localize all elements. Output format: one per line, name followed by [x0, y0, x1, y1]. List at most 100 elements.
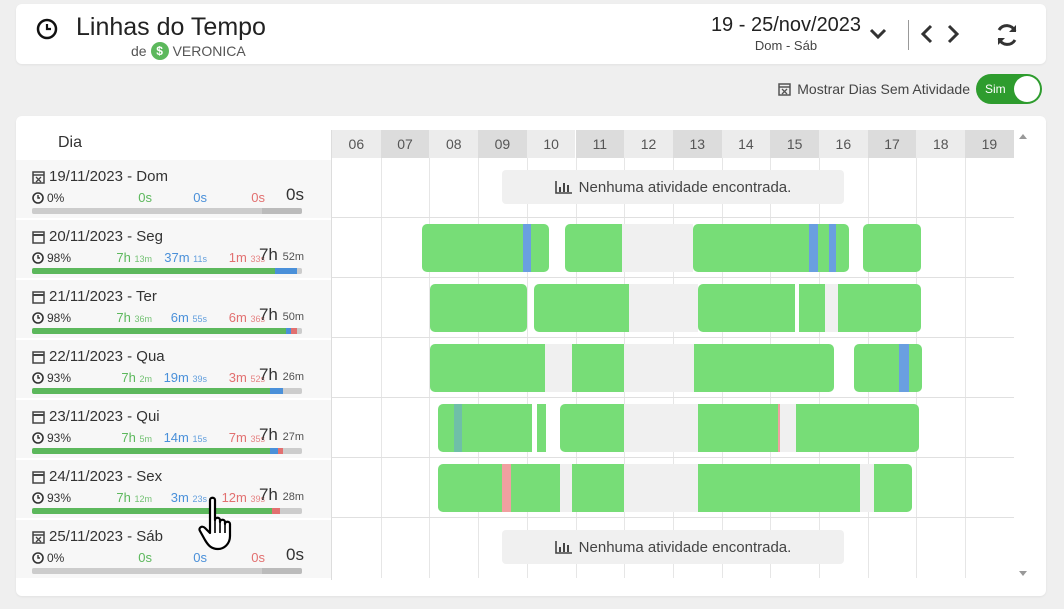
day-date: 25/11/2023 - Sáb: [32, 528, 163, 545]
day-stats: 93% 7h 5m 14m 15s 7m 35s 7h 27m: [32, 425, 304, 446]
activity-segment[interactable]: [621, 224, 694, 272]
activity-segment[interactable]: [693, 224, 810, 272]
toggle-state-label: Sim: [985, 82, 1006, 96]
day-progress-bar: [32, 388, 302, 394]
productivity-percent: 98%: [32, 311, 71, 325]
productive-value: 7h: [116, 310, 131, 325]
scroll-down-arrow[interactable]: [1019, 571, 1027, 576]
activity-segment[interactable]: [422, 224, 523, 272]
activity-segment[interactable]: [571, 464, 625, 512]
scroll-up-arrow[interactable]: [1019, 134, 1027, 139]
day-row[interactable]: 24/11/2023 - Sex 93% 7h 12m 3m 23s 12m 39s 7h…: [16, 458, 331, 518]
day-row[interactable]: 23/11/2023 - Qui 93% 7h 5m 14m 15s 7m 35s 7h …: [16, 398, 331, 458]
calendar-icon: [32, 350, 45, 364]
progress-fill: [32, 568, 262, 574]
chevron-right-icon[interactable]: [946, 24, 960, 44]
hour-header: 07: [380, 130, 430, 158]
activity-segment[interactable]: [624, 344, 695, 392]
activity-segment[interactable]: [534, 284, 630, 332]
activity-segment[interactable]: [837, 284, 922, 332]
total-value: 7h: [258, 485, 278, 504]
activity-segment[interactable]: [559, 404, 625, 452]
activity-segment[interactable]: [860, 464, 874, 512]
activity-segment[interactable]: [564, 224, 622, 272]
activity-segment[interactable]: [438, 464, 503, 512]
progress-fill: [32, 268, 275, 274]
activity-segment[interactable]: [511, 464, 560, 512]
day-row[interactable]: 21/11/2023 - Ter 98% 7h 36m 6m 55s 6m 36s 7h …: [16, 278, 331, 338]
subtitle-user[interactable]: VERONICA: [172, 43, 246, 59]
unproductive-time: 7m 35s: [210, 430, 265, 445]
activity-segment[interactable]: [571, 344, 625, 392]
activity-segment[interactable]: [873, 464, 912, 512]
neutral-value: 6m: [170, 310, 189, 325]
day-row[interactable]: 19/11/2023 - Dom 0% 0s 0s 0s 0s: [16, 158, 331, 218]
unproductive-time: 6m 36s: [210, 310, 265, 325]
day-progress-bar: [32, 328, 302, 334]
neutral-time: 37m 11s: [152, 250, 207, 265]
total-value: 0s: [286, 185, 304, 204]
activity-segment[interactable]: [624, 464, 699, 512]
pct-value: 0%: [47, 191, 65, 205]
activity-segment[interactable]: [536, 404, 547, 452]
day-column-header: Dia: [58, 134, 83, 151]
chevron-left-icon[interactable]: [920, 24, 934, 44]
activity-segment[interactable]: [624, 404, 699, 452]
pct-value: 98%: [47, 311, 72, 325]
neutral-time: 0s: [152, 550, 207, 565]
day-row[interactable]: 22/11/2023 - Qua 93% 7h 2m 19m 39s 3m 52s 7h …: [16, 338, 331, 398]
activity-segment[interactable]: [862, 224, 922, 272]
hand-cursor-icon: [198, 496, 232, 551]
date-range[interactable]: 19 - 25/nov/2023: [710, 14, 862, 36]
day-row[interactable]: 25/11/2023 - Sáb 0% 0s 0s 0s 0s: [16, 518, 331, 578]
chevron-down-icon[interactable]: [868, 26, 888, 42]
activity-segment[interactable]: [698, 284, 795, 332]
productive-sub: 12m: [134, 494, 152, 504]
activity-segment[interactable]: [909, 344, 923, 392]
day-row[interactable]: 20/11/2023 - Seg 98% 7h 13m 37m 11s 1m 33s 7h…: [16, 218, 331, 278]
activity-segment[interactable]: [818, 224, 829, 272]
activity-segment[interactable]: [698, 404, 778, 452]
activity-segment[interactable]: [453, 404, 462, 452]
activity-segment[interactable]: [430, 344, 546, 392]
hour-header: 18: [916, 130, 966, 158]
calendar-x-icon: [778, 83, 792, 96]
activity-segment[interactable]: [854, 344, 900, 392]
no-activity-message: Nenhuma atividade encontrada.: [502, 170, 844, 204]
activity-segment[interactable]: [899, 344, 910, 392]
subtitle-prefix: de: [131, 43, 147, 59]
activity-segment[interactable]: [828, 224, 837, 272]
pct-value: 93%: [47, 491, 72, 505]
activity-segment[interactable]: [698, 464, 861, 512]
vertical-scrollbar[interactable]: [1016, 130, 1030, 580]
progress-fill: [272, 508, 281, 514]
activity-segment[interactable]: [777, 404, 781, 452]
activity-segment[interactable]: [545, 344, 572, 392]
bar-chart-icon: [554, 181, 572, 194]
activity-segment[interactable]: [629, 284, 699, 332]
activity-segment[interactable]: [809, 224, 819, 272]
activity-segment[interactable]: [430, 284, 527, 332]
hour-header: 11: [575, 130, 625, 158]
activity-segment[interactable]: [461, 404, 532, 452]
activity-segment[interactable]: [502, 464, 512, 512]
activity-segment[interactable]: [559, 464, 572, 512]
activity-segment[interactable]: [795, 404, 919, 452]
activity-segment[interactable]: [780, 404, 796, 452]
show-empty-days-toggle[interactable]: Sim: [976, 74, 1042, 104]
refresh-icon[interactable]: [994, 22, 1020, 48]
activity-segment[interactable]: [798, 284, 825, 332]
productive-value: 0s: [138, 550, 152, 565]
activity-segment[interactable]: [694, 344, 834, 392]
pct-value: 98%: [47, 251, 72, 265]
activity-segment[interactable]: [824, 284, 838, 332]
activity-segment[interactable]: [438, 404, 454, 452]
hour-header: 15: [770, 130, 819, 158]
day-progress-bar: [32, 568, 302, 574]
activity-segment[interactable]: [522, 224, 531, 272]
total-time: 7h 50m: [259, 305, 304, 325]
activity-segment[interactable]: [836, 224, 850, 272]
unproductive-value: 3m: [228, 370, 247, 385]
activity-segment[interactable]: [530, 224, 549, 272]
no-activity-message: Nenhuma atividade encontrada.: [502, 530, 844, 564]
